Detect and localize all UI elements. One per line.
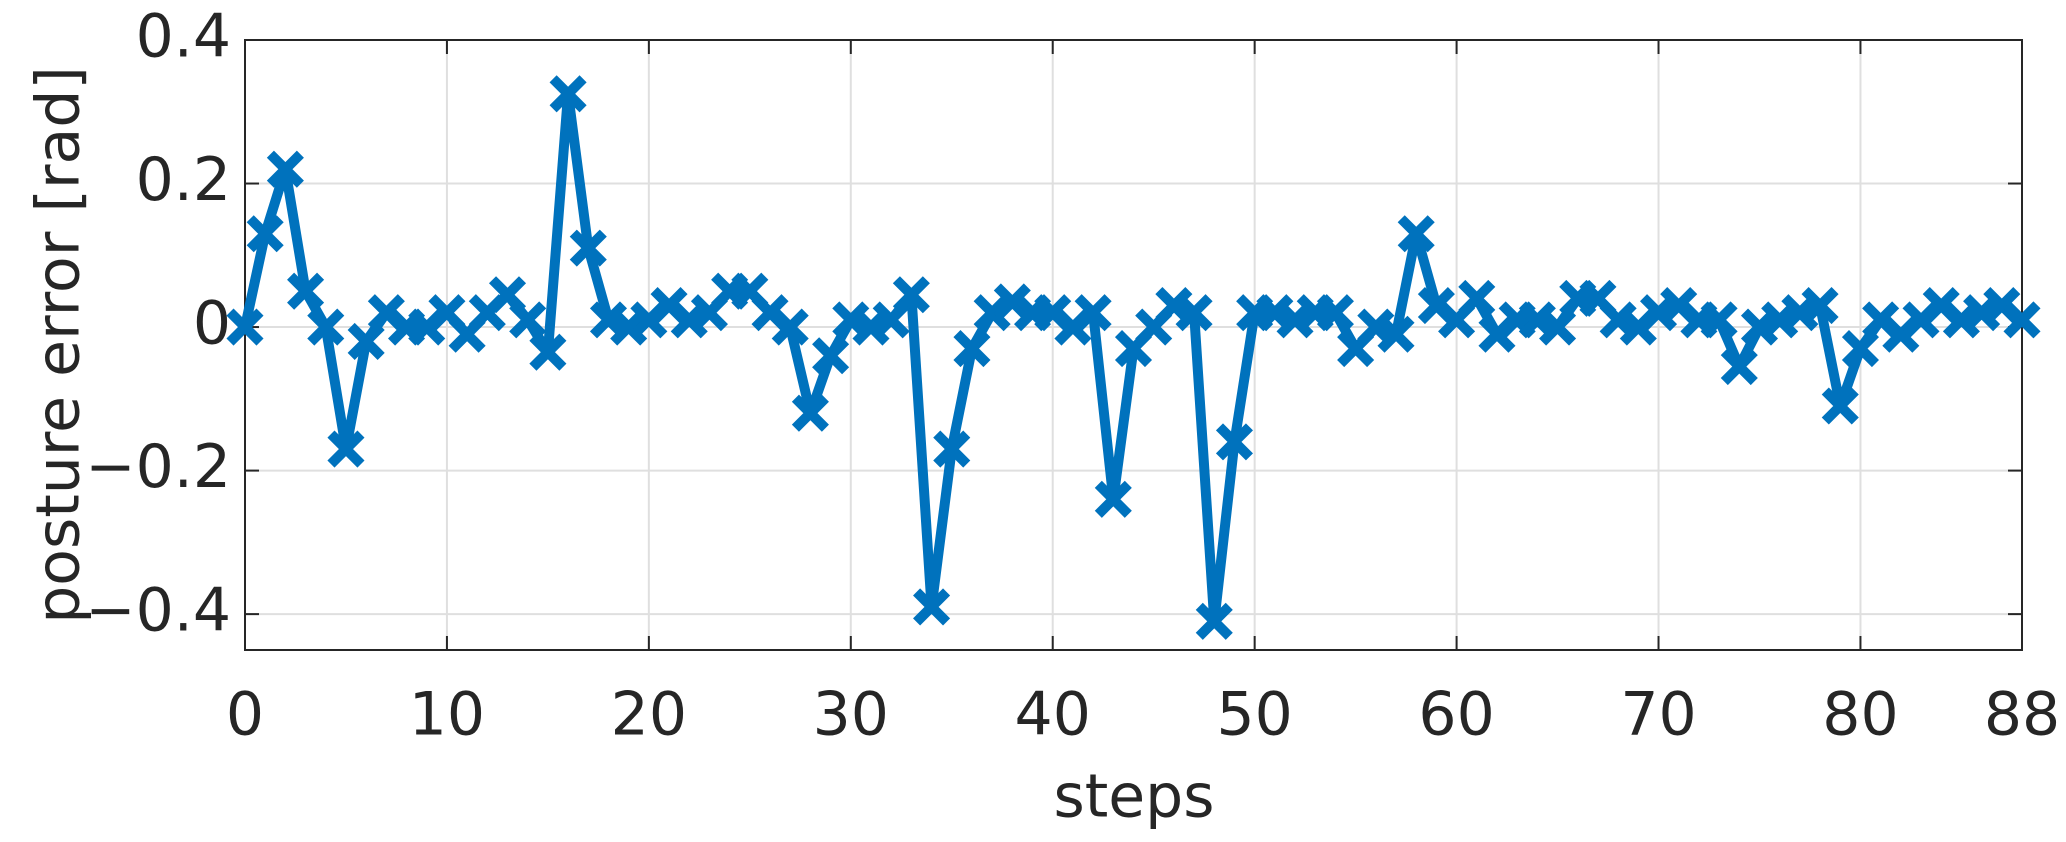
marker <box>1195 602 1233 640</box>
marker <box>1720 347 1758 386</box>
marker <box>993 283 1031 321</box>
marker <box>287 272 325 310</box>
marker <box>953 330 991 368</box>
x-tick-label: 80 <box>1822 680 1898 750</box>
marker <box>913 588 951 626</box>
marker <box>973 294 1011 332</box>
marker <box>509 301 547 339</box>
y-tick-label: −0.4 <box>85 576 231 646</box>
marker <box>1801 286 1839 325</box>
y-axis-label: posture error [rad] <box>24 66 94 624</box>
x-tick-label: 20 <box>611 680 687 750</box>
marker <box>347 322 385 360</box>
marker <box>1215 423 1254 461</box>
y-tick-label: 0.2 <box>136 145 231 215</box>
marker <box>1316 294 1354 332</box>
y-tick-label: 0.4 <box>136 2 231 72</box>
marker <box>812 337 850 375</box>
data-line <box>240 88 2025 627</box>
x-tick-label: 10 <box>409 680 485 750</box>
marker <box>529 333 567 371</box>
marker <box>549 75 587 113</box>
marker <box>1397 215 1435 253</box>
x-tick-label: 30 <box>813 680 889 750</box>
marker <box>569 229 607 267</box>
marker <box>771 308 809 346</box>
marker <box>933 430 971 468</box>
marker <box>307 308 345 346</box>
marker <box>327 430 365 468</box>
marker <box>1700 301 1738 339</box>
marker <box>1458 279 1496 317</box>
x-tick-label: 60 <box>1418 680 1494 750</box>
marker <box>1821 387 1859 425</box>
marker <box>1074 294 1112 332</box>
marker <box>2003 301 2041 339</box>
y-tick-label: 0 <box>193 289 231 359</box>
x-tick-label: 70 <box>1620 680 1696 750</box>
x-tick-label: 50 <box>1216 680 1292 750</box>
marker <box>266 150 304 188</box>
marker <box>791 394 829 432</box>
marker <box>1094 480 1132 518</box>
x-tick-label: 88 <box>1984 680 2060 750</box>
marker <box>892 276 930 314</box>
marker <box>226 308 264 346</box>
marker <box>1377 315 1415 353</box>
marker <box>246 215 284 253</box>
marker <box>1175 294 1213 332</box>
x-axis-label: steps <box>1053 762 1214 832</box>
marker <box>1539 308 1577 346</box>
x-tick-label: 40 <box>1015 680 1091 750</box>
marker <box>1841 330 1879 368</box>
x-tick-label: 0 <box>226 680 264 750</box>
y-tick-label: −0.2 <box>85 432 231 502</box>
plot-frame <box>244 39 2023 651</box>
